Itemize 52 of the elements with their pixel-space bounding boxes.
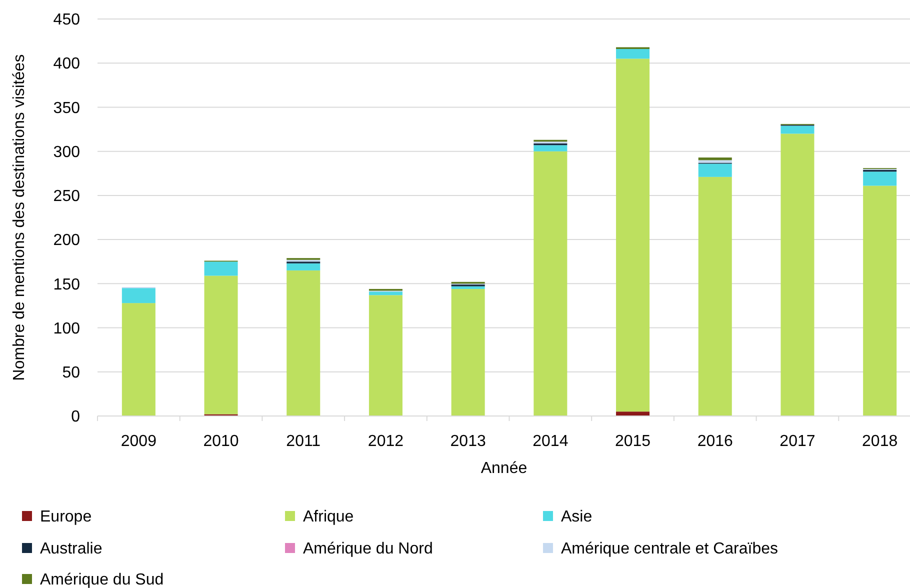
bar (534, 145, 568, 152)
bar (616, 412, 650, 416)
y-tick-label: 150 (53, 276, 80, 294)
legend-label: Asie (561, 508, 592, 526)
bar (451, 288, 485, 416)
y-tick-label: 0 (71, 408, 80, 426)
x-tick-label: 2014 (532, 433, 568, 450)
bar (286, 270, 320, 416)
legend-label: Amérique du Nord (303, 540, 433, 558)
y-tick-label: 450 (53, 12, 80, 29)
y-tick-label: 350 (53, 100, 80, 117)
y-tick-label: 100 (53, 320, 80, 338)
y-tick-label: 400 (53, 56, 80, 73)
x-tick-label: 2011 (286, 433, 321, 450)
y-tick-label: 200 (53, 232, 80, 250)
bar (863, 186, 897, 416)
bar (122, 303, 156, 416)
legend-label: Amérique du Sud (40, 572, 164, 588)
bar (698, 158, 732, 160)
bar (698, 160, 732, 163)
bar (616, 48, 650, 59)
bar (616, 58, 650, 412)
legend-label: Amérique centrale et Caraïbes (561, 540, 778, 558)
bar (780, 126, 814, 134)
x-tick-label: 2010 (203, 433, 239, 450)
y-tick-label: 300 (53, 144, 80, 161)
bar (698, 176, 732, 416)
bar (698, 164, 732, 177)
bar (122, 288, 156, 304)
x-tick-label: 2013 (450, 433, 486, 450)
y-tick-label: 50 (62, 364, 80, 382)
x-axis-title: Année (480, 460, 528, 477)
y-tick-label: 250 (53, 188, 80, 206)
bar (368, 295, 402, 416)
bar (368, 292, 402, 296)
x-tick-label: 2009 (120, 433, 157, 450)
bar (286, 263, 320, 270)
bar (780, 134, 814, 416)
x-tick-label: 2015 (614, 433, 651, 450)
x-tick-label: 2012 (368, 433, 404, 450)
bar (534, 151, 568, 416)
y-axis-title: Nombre de mentions des destinations visitées (11, 54, 28, 381)
bar (863, 172, 897, 186)
legend-label: Europe (40, 508, 92, 526)
bar (451, 286, 485, 289)
x-tick-label: 2016 (697, 433, 734, 450)
x-tick-label: 2018 (862, 433, 898, 450)
x-tick-label: 2017 (780, 433, 816, 450)
bar (204, 276, 238, 414)
legend-label: Australie (40, 540, 102, 558)
bar (204, 262, 238, 276)
legend-label: Afrique (303, 508, 354, 526)
